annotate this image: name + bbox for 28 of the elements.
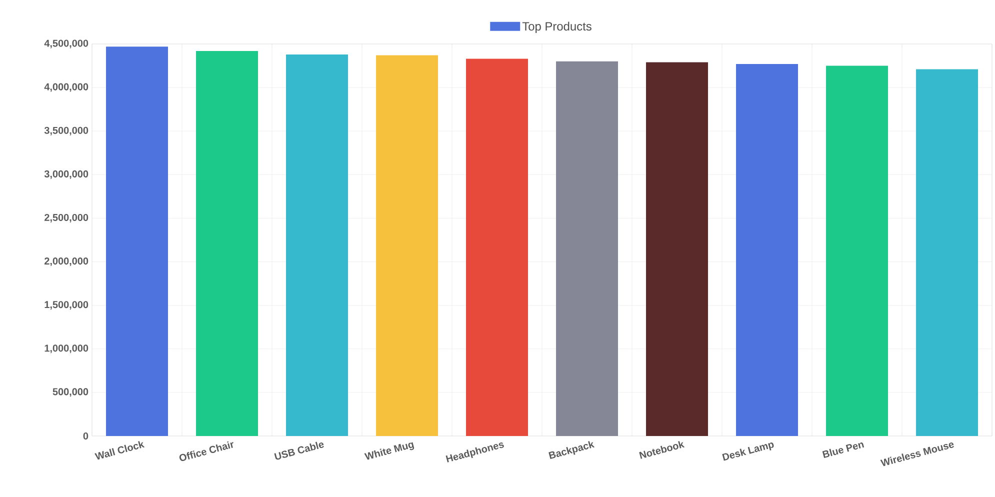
y-tick-label: 500,000 bbox=[52, 388, 88, 397]
bar bbox=[106, 46, 168, 436]
x-tick-label: Wireless Mouse bbox=[880, 442, 954, 466]
bar bbox=[556, 61, 618, 436]
x-tick-label: White Mug bbox=[364, 442, 414, 460]
bar bbox=[196, 50, 258, 436]
y-tick-label: 4,000,000 bbox=[44, 83, 88, 92]
bar bbox=[376, 55, 438, 436]
y-tick-label: 4,500,000 bbox=[44, 40, 88, 48]
x-tick-label: Desk Lamp bbox=[722, 442, 774, 461]
bar bbox=[736, 64, 798, 436]
y-tick-label: 3,000,000 bbox=[44, 170, 88, 179]
y-tick-label: 2,000,000 bbox=[44, 258, 88, 266]
x-tick-label: Office Chair bbox=[179, 441, 234, 461]
legend-label: Top Products bbox=[522, 22, 592, 33]
y-tick-label: 0 bbox=[83, 432, 88, 440]
bar bbox=[826, 66, 888, 436]
bar bbox=[646, 62, 708, 436]
x-tick-label: Blue Pen bbox=[822, 442, 864, 458]
x-tick-label: USB Cable bbox=[274, 442, 324, 460]
bar bbox=[466, 58, 528, 436]
bar bbox=[916, 69, 978, 436]
bar bbox=[286, 54, 348, 436]
x-tick-label: Wall Clock bbox=[94, 441, 145, 460]
y-tick-label: 3,500,000 bbox=[44, 126, 88, 136]
y-tick-label: 2,500,000 bbox=[44, 214, 88, 222]
y-tick-label: 1,500,000 bbox=[44, 301, 88, 310]
y-tick-label: 1,000,000 bbox=[44, 344, 88, 354]
